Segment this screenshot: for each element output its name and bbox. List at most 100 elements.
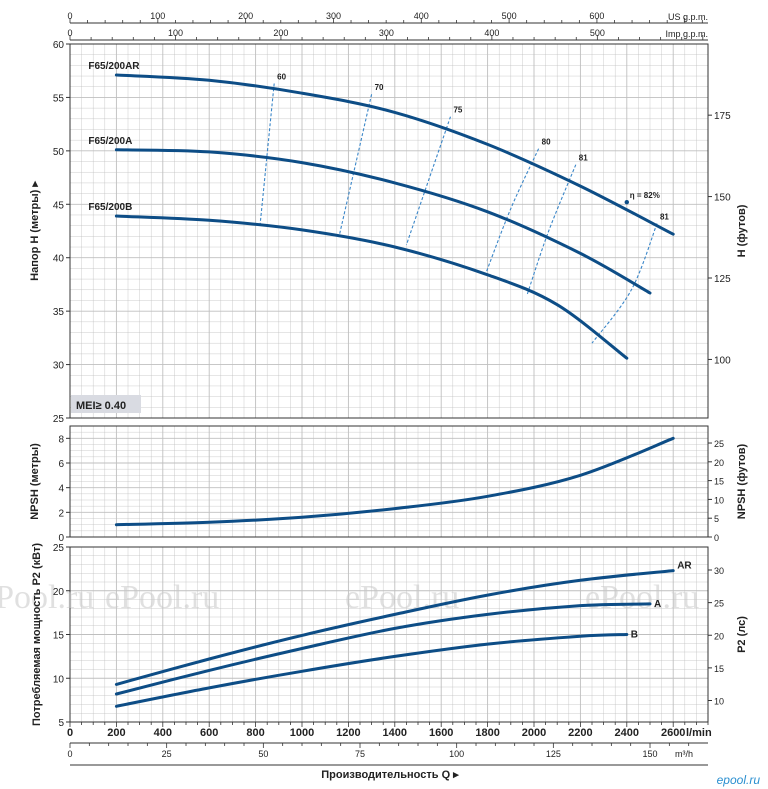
lmin-tick-label: 600: [200, 727, 218, 739]
series-line: [114, 148, 652, 295]
y-tick-label: 35: [53, 307, 65, 318]
lmin-tick-label: 2000: [522, 727, 546, 739]
lmin-tick-label: 800: [246, 727, 264, 739]
y2-tick-label: 150: [714, 193, 731, 204]
lmin-tick-label: 200: [107, 727, 125, 739]
y-tick-label: 25: [53, 543, 65, 554]
m3h-tick-label: 75: [355, 749, 365, 759]
y2-tick-label: 125: [714, 274, 731, 285]
grid-layer: [69, 43, 709, 723]
efficiency-label: η = 82%: [630, 191, 660, 200]
m3h-tick-label: 125: [546, 749, 561, 759]
us-gpm-unit: US g.p.m.: [668, 12, 708, 22]
mei-badge-text: MEI≥ 0.40: [76, 400, 126, 412]
efficiency-line: [484, 148, 540, 275]
lmin-tick-label: 1400: [383, 727, 407, 739]
series-line: [114, 73, 675, 236]
m3h-tick-label: 100: [449, 749, 464, 759]
series-label: F65/200A: [88, 136, 132, 147]
efficiency-label: 70: [375, 83, 384, 92]
lmin-tick-label: 0: [67, 727, 73, 739]
us-gpm-tick-label: 100: [150, 11, 165, 21]
corner-logo: epool.ru: [717, 773, 761, 787]
series-label: F65/200B: [88, 202, 132, 213]
y2-tick-label: 15: [714, 477, 724, 487]
y2-tick-label: 5: [714, 514, 719, 524]
us-gpm-tick-label: 400: [414, 11, 429, 21]
efficiency-line: [591, 223, 658, 344]
m3h-unit: m³/h: [675, 749, 693, 759]
mei-badge: MEI≥ 0.40: [71, 395, 141, 413]
y-tick-label: 2: [58, 508, 64, 519]
efficiency-label: 81: [579, 154, 588, 163]
us-gpm-tick-label: 200: [238, 11, 253, 21]
y-tick-label: 20: [53, 587, 65, 598]
y-tick-label: 40: [53, 254, 65, 265]
x-axis-title: Производительность Q ▸: [321, 769, 459, 781]
y-tick-label: 30: [53, 361, 65, 372]
y-tick-label: 4: [58, 484, 64, 495]
lmin-tick-label: 1800: [475, 727, 499, 739]
imp-gpm-tick-label: 200: [273, 28, 288, 38]
m3h-tick-label: 0: [67, 749, 72, 759]
y-tick-label: 8: [58, 434, 64, 445]
watermark: ePool.ru: [585, 579, 699, 616]
series-label: A: [654, 599, 661, 610]
imp-gpm-tick-label: 500: [590, 28, 605, 38]
series-line: [114, 214, 629, 360]
y2-tick-label: 30: [714, 566, 724, 576]
series-line: [114, 602, 652, 696]
frame-layer: [66, 18, 712, 766]
imp-gpm-tick-label: 300: [379, 28, 394, 38]
y-tick-label: 15: [53, 631, 65, 642]
series-line: [114, 436, 675, 527]
watermark: ePool.ru: [345, 579, 459, 616]
lmin-tick-label: 2400: [615, 727, 639, 739]
watermark-layer: ePool.ru ePool.ru ePool.ru ePool.ru: [0, 579, 699, 616]
y-tick-label: 50: [53, 147, 65, 158]
m3h-tick-label: 25: [162, 749, 172, 759]
efficiency-label: 75: [453, 106, 462, 115]
y2-tick-label: 100: [714, 355, 731, 366]
m3h-tick-label: 50: [258, 749, 268, 759]
us-gpm-tick-label: 300: [326, 11, 341, 21]
series-label: B: [631, 630, 638, 641]
panel-frame: [69, 43, 709, 419]
y2-tick-label: 10: [714, 697, 724, 707]
lmin-tick-label: 2600: [661, 727, 685, 739]
series-line: [114, 569, 675, 686]
efficiency-label: 80: [542, 138, 551, 147]
y-tick-label: 55: [53, 93, 65, 104]
efficiency-label: 81: [660, 213, 669, 222]
lmin-tick-label: 1000: [290, 727, 314, 739]
imp-gpm-tick-label: 400: [484, 28, 499, 38]
y2-axis-title: H (футов): [736, 204, 748, 257]
y-axis-title: NPSH (метры): [29, 443, 41, 520]
y2-axis-title: P2 (лс): [736, 616, 748, 653]
y2-tick-label: 175: [714, 111, 731, 122]
imp-gpm-tick-label: 0: [67, 28, 72, 38]
y2-tick-label: 20: [714, 631, 724, 641]
efficiency-line: [259, 83, 275, 224]
efficiency-label: 60: [277, 73, 286, 82]
y2-tick-label: 10: [714, 495, 724, 505]
lmin-tick-label: 400: [154, 727, 172, 739]
y2-tick-label: 25: [714, 439, 724, 449]
y2-axis-title: NPSH (футов): [736, 443, 748, 519]
y2-tick-label: 20: [714, 458, 724, 468]
y-axis-title: Напор H (метры) ▸: [29, 181, 41, 281]
us-gpm-tick-label: 600: [589, 11, 604, 21]
y-tick-label: 6: [58, 459, 64, 470]
y-tick-label: 0: [58, 533, 64, 544]
y2-tick-label: 15: [714, 664, 724, 674]
y-tick-label: 10: [53, 674, 65, 685]
y-tick-label: 5: [58, 718, 64, 729]
imp-gpm-unit: Imp g.p.m.: [665, 29, 708, 39]
efficiency-line: [405, 116, 452, 246]
y-tick-label: 25: [53, 414, 65, 425]
y2-tick-label: 25: [714, 599, 724, 609]
us-gpm-tick-label: 0: [67, 11, 72, 21]
series-line: [114, 633, 629, 708]
